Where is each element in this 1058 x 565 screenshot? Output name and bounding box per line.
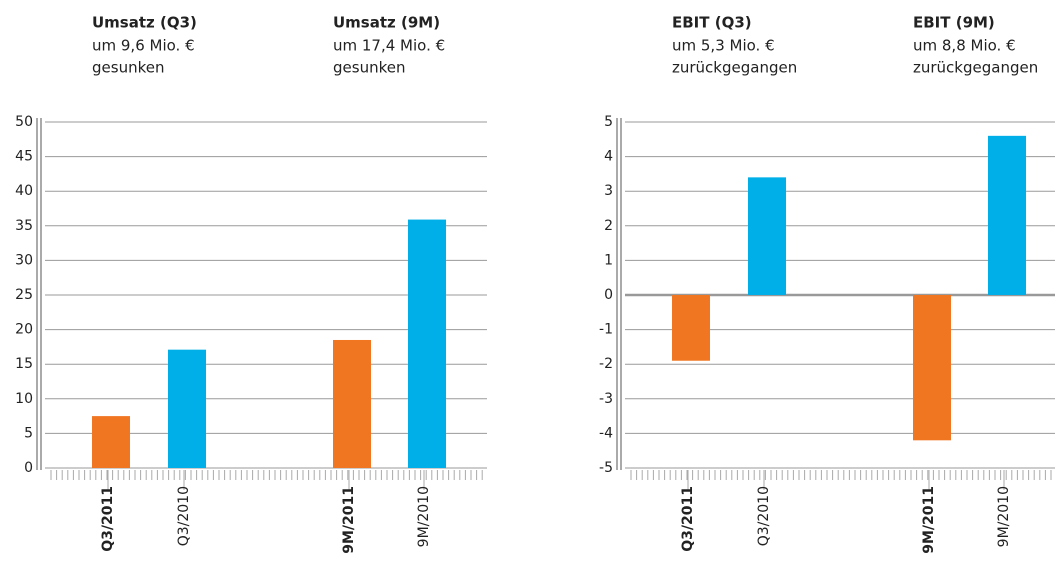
y-tick-label: 1 [604, 252, 613, 268]
y-tick-label: 4 [604, 149, 613, 165]
header-title: EBIT (Q3) [672, 14, 752, 32]
y-tick-label: 10 [15, 391, 33, 407]
y-tick-label: 5 [24, 425, 33, 441]
y-tick-label: 40 [15, 183, 33, 199]
y-tick-label: 0 [24, 460, 33, 476]
bar [672, 295, 710, 361]
bar [748, 177, 786, 295]
header-line: um 17,4 Mio. € [333, 37, 445, 55]
y-tick-label: -5 [599, 460, 613, 476]
y-tick-label: 0 [604, 287, 613, 303]
y-tick-label: 25 [15, 287, 33, 303]
x-tick-label: 9M/2011 [341, 486, 357, 554]
y-tick-label: 5 [604, 114, 613, 130]
header-title: Umsatz (Q3) [92, 14, 197, 32]
y-tick-label: -4 [599, 425, 613, 441]
y-tick-label: 3 [604, 183, 613, 199]
y-tick-label: 45 [15, 149, 33, 165]
header-line: gesunken [92, 59, 164, 77]
x-tick-label: Q3/2011 [100, 486, 116, 552]
y-tick-label: 2 [604, 218, 613, 234]
bar [988, 135, 1026, 295]
x-tick-label: 9M/2011 [921, 486, 937, 554]
bar [913, 295, 951, 441]
header-title: Umsatz (9M) [333, 14, 440, 32]
y-tick-label: 30 [15, 252, 33, 268]
y-tick-label: 35 [15, 218, 33, 234]
y-tick-label: -2 [599, 356, 613, 372]
bar [408, 219, 446, 468]
header-line: um 9,6 Mio. € [92, 37, 195, 55]
header-line: gesunken [333, 59, 405, 77]
y-tick-label: -3 [599, 391, 613, 407]
x-tick-label: Q3/2010 [176, 486, 192, 546]
x-tick-label: Q3/2010 [756, 486, 772, 546]
header-line: um 8,8 Mio. € [913, 37, 1016, 55]
x-tick-label: 9M/2010 [416, 486, 432, 547]
bar [92, 416, 130, 468]
header-line: zurückgegangen [913, 59, 1038, 77]
x-tick-label: 9M/2010 [996, 486, 1012, 547]
y-tick-label: 15 [15, 356, 33, 372]
y-tick-label: 20 [15, 322, 33, 338]
bar [333, 339, 371, 468]
y-tick-label: -1 [599, 322, 613, 338]
header-title: EBIT (9M) [913, 14, 995, 32]
header-line: um 5,3 Mio. € [672, 37, 775, 55]
bar [168, 349, 206, 468]
x-tick-label: Q3/2011 [680, 486, 696, 552]
header-line: zurückgegangen [672, 59, 797, 77]
y-tick-label: 50 [15, 114, 33, 130]
